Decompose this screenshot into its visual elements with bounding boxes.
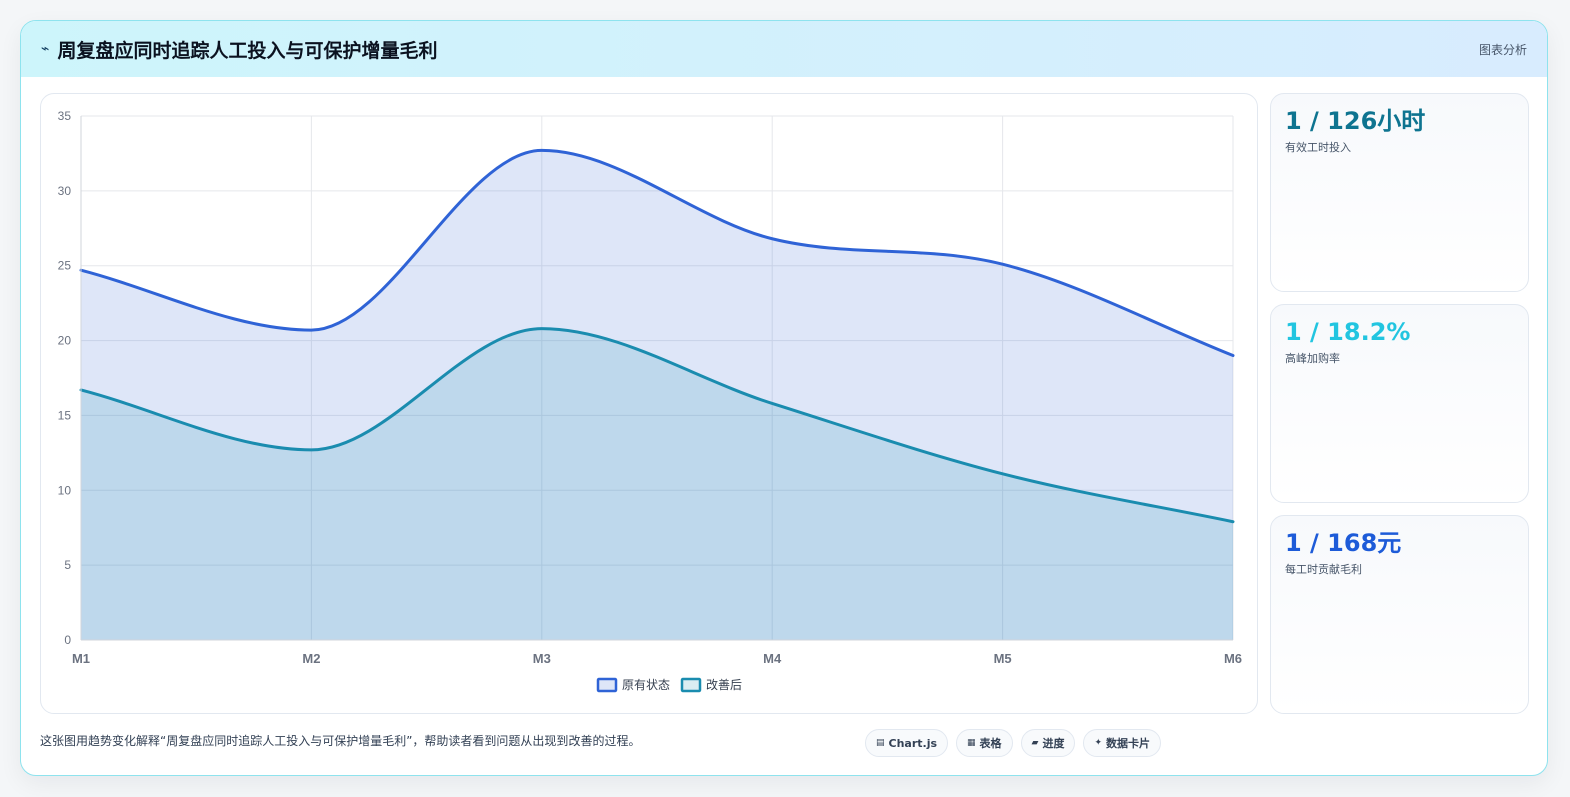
legend-swatch-1 <box>596 677 618 693</box>
x-tick-label: M2 <box>302 651 320 666</box>
chip-label: Chart.js <box>888 736 938 750</box>
series-line-1 <box>79 148 1235 358</box>
kpi-value: 1 / 126小时 <box>1285 107 1426 135</box>
page-title: 周复盘应同时追踪人工投入与可保护增量毛利 <box>57 39 438 62</box>
chip-label: 进度 <box>1042 737 1065 750</box>
kpi-label: 高峰加购率 <box>1285 352 1340 365</box>
kpi-card-cart-rate: 1 / 18.2% 高峰加购率 <box>1270 304 1529 503</box>
chart-icon: ▤ <box>876 738 885 748</box>
chip-group: ▤ Chart.js ▦ 表格 ▰ 进度 ✦ 数据卡片 <box>865 729 1162 757</box>
legend-swatch-2 <box>680 677 702 693</box>
chart-description: 这张图用趋势变化解释“周复盘应同时追踪人工投入与可保护增量毛利”，帮助读者看到问… <box>40 734 641 748</box>
x-tick-label: M1 <box>72 651 90 666</box>
chip-chartjs[interactable]: ▤ Chart.js <box>865 729 949 757</box>
x-tick-label: M4 <box>763 651 782 666</box>
series-area-1 <box>81 150 1233 641</box>
card-icon: ✦ <box>1094 738 1103 748</box>
kpi-value: 1 / 168元 <box>1285 529 1402 557</box>
y-tick-label: 35 <box>58 109 72 123</box>
legend-label-1: 原有状态 <box>622 678 670 692</box>
x-tick-label: M5 <box>994 651 1012 666</box>
chip-progress[interactable]: ▰ 进度 <box>1020 729 1076 757</box>
chart-panel: 0 5 10 15 20 25 30 35 M1 M2 M3 M4 M5 M6 原有状态 改善后 <box>40 93 1258 714</box>
table-icon: ▦ <box>967 738 976 748</box>
chip-label: 表格 <box>979 737 1002 750</box>
area-chart: 0 5 10 15 20 25 30 35 M1 M2 M3 M4 M5 M6 原有状态 改善后 <box>58 109 1242 693</box>
y-tick-label: 0 <box>64 633 71 647</box>
y-tick-label: 10 <box>58 483 72 497</box>
bolt-icon: ⌁ <box>41 41 50 57</box>
kpi-value: 1 / 18.2% <box>1285 318 1411 346</box>
kpi-label: 有效工时投入 <box>1285 141 1351 154</box>
x-tick-label: M3 <box>533 651 551 666</box>
x-tick-label: M6 <box>1224 651 1242 666</box>
series-area-2 <box>81 328 1233 640</box>
y-tick-label: 15 <box>58 408 72 422</box>
progress-icon: ▰ <box>1031 738 1039 748</box>
chip-label: 数据卡片 <box>1106 737 1151 750</box>
kpi-label: 每工时贡献毛利 <box>1285 563 1362 576</box>
legend-label-2: 改善后 <box>706 677 742 692</box>
chart-card: ⌁ 周复盘应同时追踪人工投入与可保护增量毛利 图表分析 0 5 10 15 20 25 30… <box>20 20 1548 776</box>
y-tick-label: 30 <box>58 184 72 198</box>
y-tick-label: 20 <box>58 334 72 348</box>
chart-analysis-link[interactable]: 图表分析 <box>1478 43 1527 57</box>
series-line-2 <box>79 327 1235 524</box>
y-tick-label: 25 <box>58 259 72 273</box>
chip-data-card[interactable]: ✦ 数据卡片 <box>1083 729 1162 757</box>
kpi-card-hours: 1 / 126小时 有效工时投入 <box>1270 93 1529 292</box>
y-tick-label: 5 <box>64 558 71 572</box>
chip-table[interactable]: ▦ 表格 <box>956 729 1013 757</box>
kpi-card-margin: 1 / 168元 每工时贡献毛利 <box>1270 515 1529 714</box>
card-header: ⌁ 周复盘应同时追踪人工投入与可保护增量毛利 图表分析 <box>21 21 1547 77</box>
